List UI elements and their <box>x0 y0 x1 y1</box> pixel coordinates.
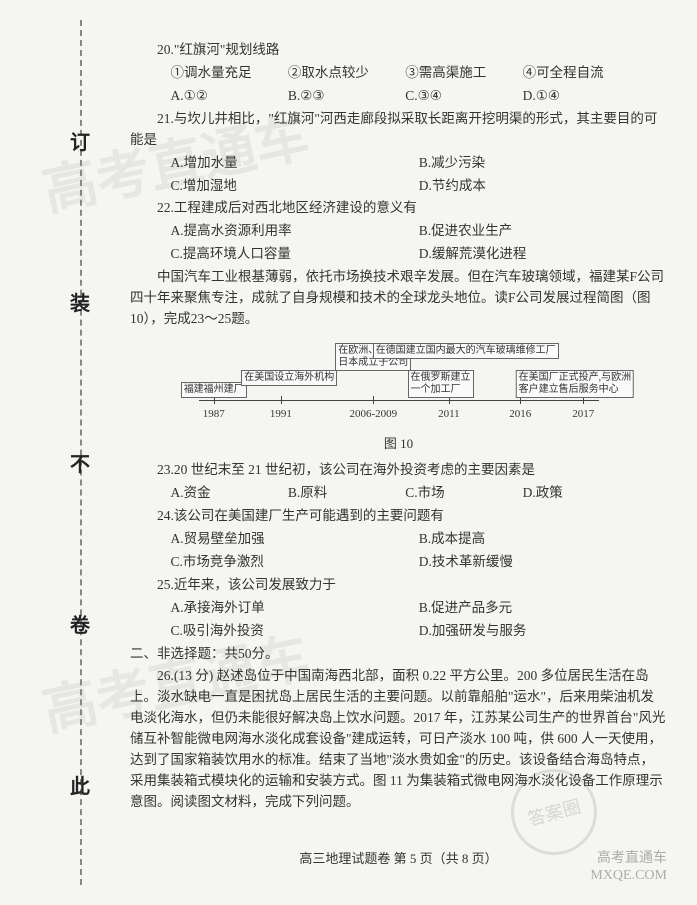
q21-options: A.增加水量 B.减少污染 C.增加湿地 D.节约成本 <box>130 153 667 199</box>
q20-optD: D.①④ <box>523 86 640 107</box>
binding-column: 订 装 不 卷 此 <box>60 60 100 865</box>
q20-options: A.①② B.②③ C.③④ D.①④ <box>130 86 667 107</box>
q23-optB: B.原料 <box>288 483 405 504</box>
q25-optD: D.加强研发与服务 <box>419 621 667 642</box>
q21-optC: C.增加湿地 <box>171 176 419 197</box>
binding-char: 此 <box>70 770 90 799</box>
q22-options: A.提高水资源利用率 B.促进农业生产 C.提高环境人口容量 D.缓解荒漠化进程 <box>130 221 667 267</box>
q23-optD: D.政策 <box>523 483 640 504</box>
binding-char: 装 <box>70 287 90 316</box>
timeline-label: 在俄罗斯建立一个加工厂 <box>408 370 474 398</box>
q21-optB: B.减少污染 <box>419 153 667 174</box>
q21-optA: A.增加水量 <box>171 153 419 174</box>
q25-optA: A.承接海外订单 <box>171 598 419 619</box>
q20-optA: A.①② <box>171 86 288 107</box>
q20-part1: ①调水量充足 <box>171 63 288 84</box>
q20-part3: ③需高渠施工 <box>405 63 522 84</box>
binding-char: 不 <box>70 448 90 477</box>
timeline-tick <box>281 396 282 404</box>
q20-optC: C.③④ <box>405 86 522 107</box>
q24-optD: D.技术革新缓慢 <box>419 552 667 573</box>
q23-options: A.资金 B.原料 C.市场 D.政策 <box>130 483 667 504</box>
q25-stem: 25.近年来，该公司发展致力于 <box>130 575 667 596</box>
stamp-line2: MXQE.COM <box>590 868 667 885</box>
q21-optD: D.节约成本 <box>419 176 667 197</box>
q22-optD: D.缓解荒漠化进程 <box>419 244 667 265</box>
q21-stem: 21.与坎儿井相比，"红旗河"河西走廊段拟采取长距离开挖明渠的形式，其主要目的可… <box>130 109 667 151</box>
q22-stem: 22.工程建成后对西北地区经济建设的意义有 <box>130 198 667 219</box>
q25-optB: B.促进产品多元 <box>419 598 667 619</box>
q20-stem: 20."红旗河"规划线路 <box>130 40 667 61</box>
q24-optA: A.贸易壁垒加强 <box>171 529 419 550</box>
timeline-year: 2017 <box>572 406 594 423</box>
source-stamp: 高考直通车 MXQE.COM <box>590 851 667 885</box>
figure-10-timeline: 198719912006-2009201120162017福建福州建厂在美国设立… <box>189 340 609 430</box>
part2-heading: 二、非选择题：共50分。 <box>130 644 667 665</box>
q20-optB: B.②③ <box>288 86 405 107</box>
binding-char: 订 <box>70 126 90 155</box>
timeline-tick <box>373 396 374 404</box>
q22-optB: B.促进农业生产 <box>419 221 667 242</box>
timeline-label: 福建福州建厂 <box>181 382 247 398</box>
q24-optC: C.市场竞争激烈 <box>171 552 419 573</box>
q25-optC: C.吸引海外投资 <box>171 621 419 642</box>
q24-stem: 24.该公司在美国建厂生产可能遇到的主要问题有 <box>130 506 667 527</box>
timeline-year: 1991 <box>270 406 292 423</box>
q22-optA: A.提高水资源利用率 <box>171 221 419 242</box>
timeline-year: 2016 <box>509 406 531 423</box>
binding-char: 卷 <box>70 609 90 638</box>
timeline-year: 1987 <box>203 406 225 423</box>
figure-10-caption: 图 10 <box>130 434 667 454</box>
q23-optC: C.市场 <box>405 483 522 504</box>
q24-options: A.贸易壁垒加强 B.成本提高 C.市场竞争激烈 D.技术革新缓慢 <box>130 529 667 575</box>
timeline-axis <box>199 400 599 401</box>
q24-optB: B.成本提高 <box>419 529 667 550</box>
q23-optA: A.资金 <box>171 483 288 504</box>
passage-f-company: 中国汽车工业根基薄弱，依托市场换技术艰辛发展。但在汽车玻璃领域，福建某F公司四十… <box>130 267 667 330</box>
stamp-line1: 高考直通车 <box>590 851 667 868</box>
timeline-label: 在美国厂正式投产,与欧洲客户建立售后服务中心 <box>516 370 635 398</box>
timeline-year: 2006-2009 <box>349 406 397 423</box>
timeline-label: 在美国设立海外机构 <box>241 370 337 386</box>
q20-parts: ①调水量充足 ②取水点较少 ③需高渠施工 ④可全程自流 <box>130 63 667 84</box>
timeline-label: 在德国建立国内最大的汽车玻璃维修工厂 <box>373 343 559 359</box>
q20-part2: ②取水点较少 <box>288 63 405 84</box>
q25-options: A.承接海外订单 B.促进产品多元 C.吸引海外投资 D.加强研发与服务 <box>130 598 667 644</box>
content-area: 20."红旗河"规划线路 ①调水量充足 ②取水点较少 ③需高渠施工 ④可全程自流… <box>130 40 667 875</box>
q23-stem: 23.20 世纪末至 21 世纪初，该公司在海外投资考虑的主要因素是 <box>130 460 667 481</box>
timeline-year: 2011 <box>438 406 460 423</box>
page-footer: 高三地理试题卷 第 5 页（共 8 页） <box>130 849 667 869</box>
q22-optC: C.提高环境人口容量 <box>171 244 419 265</box>
q20-part4: ④可全程自流 <box>523 63 640 84</box>
